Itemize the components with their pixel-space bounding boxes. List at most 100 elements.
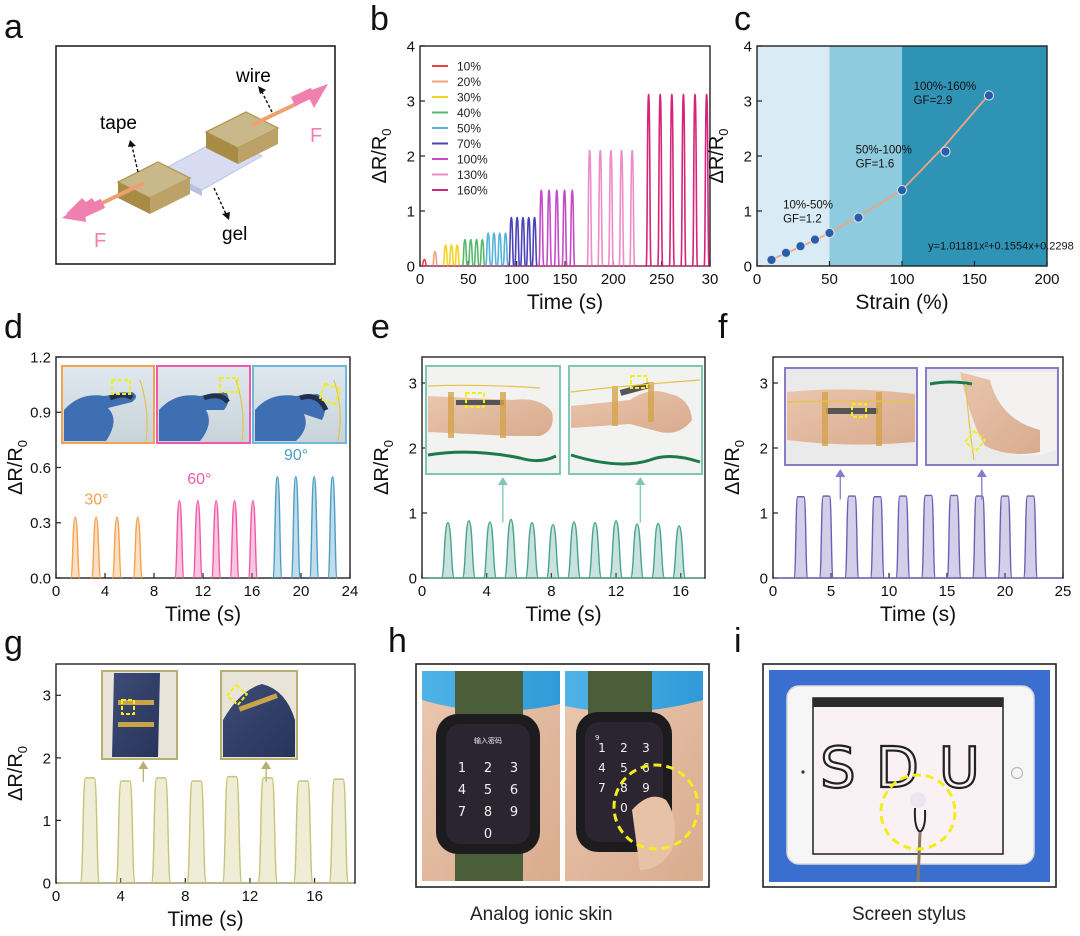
y-tick-label-b: 2 — [407, 148, 415, 165]
watch-keypad-2: 1 2 3 4 5 6 7 8 90 — [598, 741, 650, 815]
y-tick-label-g: 3 — [43, 688, 51, 705]
y-tick-label-b: 3 — [407, 93, 415, 110]
y-tick-label-f: 3 — [760, 375, 768, 392]
legend-label-50%: 50% — [457, 122, 481, 136]
pulse-line-30° — [70, 516, 81, 579]
pulse-10% — [421, 258, 428, 267]
y-tick-label-d: 0.0 — [30, 570, 51, 587]
chart-f: 0 5 10 15 20 25 0 1 2 3 Time (s) ΔR/R0 — [722, 356, 1072, 626]
pulse-line-e — [650, 522, 666, 579]
label-force-right: F — [310, 125, 322, 147]
region-annotation-2: GF=2.9 — [914, 95, 953, 107]
pulse-line-60° — [229, 499, 240, 579]
label-wire: wire — [235, 66, 271, 87]
event-marker-head-f — [976, 469, 987, 477]
pulse-area-30° — [133, 517, 143, 578]
panel-label-h: h — [388, 622, 407, 660]
angle-label-2: 90° — [284, 447, 308, 464]
pulse-line-90° — [272, 476, 283, 579]
keypad-key-5: 5 — [620, 761, 628, 775]
pulse-line-90° — [327, 476, 338, 579]
pulse-area-g — [151, 777, 171, 883]
pulse-area-60° — [193, 500, 203, 578]
panel-label-c: c — [734, 0, 751, 38]
panel-f-photos — [784, 367, 1059, 466]
keypad-key-5: 5 — [484, 783, 492, 798]
legend-label-40%: 40% — [457, 106, 481, 120]
event-marker-head-g — [138, 761, 149, 769]
region-annotation-1: GF=1.6 — [856, 158, 895, 170]
pulse-line-g — [150, 777, 172, 884]
keypad-key-3: 3 — [510, 761, 518, 776]
pulse-line-e — [503, 518, 519, 579]
x-tick-label-f: 10 — [881, 583, 898, 600]
x-axis-label-f: Time (s) — [880, 603, 956, 626]
pulse-line-g — [257, 777, 279, 884]
x-tick-label-f: 15 — [939, 583, 956, 600]
keypad-key-4: 4 — [458, 783, 466, 798]
pulse-line-f — [793, 496, 809, 579]
pulse-area-e — [609, 520, 623, 578]
region-annotation-0: GF=1.2 — [783, 213, 822, 225]
pulse-160% — [680, 93, 687, 267]
pulse-area-e — [441, 522, 455, 578]
pulse-area-f — [947, 495, 961, 578]
legend-label-100%: 100% — [457, 153, 488, 167]
caption-i: Screen stylus — [852, 904, 967, 925]
keypad-key-7: 7 — [598, 781, 606, 795]
pulse-line-g — [221, 775, 243, 884]
pulse-line-f — [844, 495, 860, 579]
knee-photo-2 — [220, 670, 298, 760]
data-point — [795, 241, 806, 252]
pulse-area-f — [870, 496, 885, 578]
y-tick-label-c: 4 — [744, 38, 752, 55]
glove-photo-60 — [156, 365, 251, 444]
x-tick-label-d: 0 — [52, 583, 60, 600]
pulse-area-f — [793, 496, 808, 578]
pulse-line-e — [587, 522, 603, 579]
keypad-key-1: 1 — [458, 761, 466, 776]
x-axis-label-e: Time (s) — [525, 603, 601, 626]
pulse-70% — [525, 216, 532, 267]
x-tick-label-f: 25 — [1055, 583, 1072, 600]
data-point — [896, 185, 908, 196]
keypad-key-6: 6 — [510, 783, 518, 798]
pulse-area-e — [546, 524, 560, 578]
pulse-70% — [513, 216, 521, 267]
pulse-area-f — [819, 496, 834, 578]
legend-label-130%: 130% — [457, 168, 488, 182]
strain-region-0 — [757, 46, 830, 266]
x-tick-label-c: 150 — [962, 271, 987, 288]
knee-photo-1 — [101, 670, 178, 760]
x-axis-label-g: Time (s) — [167, 908, 243, 931]
keypad-key-3: 3 — [642, 741, 650, 755]
pulse-area-30° — [112, 517, 122, 578]
pulse-line-e — [482, 521, 498, 579]
pulse-line-f — [971, 495, 988, 579]
x-tick-label-g: 8 — [181, 888, 189, 905]
y-axis-label-c: ΔR/R0 — [706, 128, 731, 183]
data-point — [766, 254, 777, 266]
chart-c: 0 50 100 150 200 0 1 2 3 4 Strain (%) ΔR/R0 10%-50% G… — [706, 38, 1074, 314]
y-tick-label-d: 0.9 — [30, 405, 51, 422]
pulse-line-f — [1022, 495, 1039, 579]
y-tick-label-f: 1 — [760, 505, 768, 522]
x-tick-label-b: 30 — [702, 271, 719, 288]
y-tick-label-b: 0 — [407, 258, 415, 275]
x-tick-label-b: 250 — [649, 271, 674, 288]
panel-i-photo: SDU — [762, 663, 1057, 888]
keypad-key-2: 2 — [484, 761, 492, 776]
strain-region-2 — [902, 46, 1047, 266]
pulse-area-e — [651, 523, 665, 578]
pulse-130% — [586, 149, 593, 267]
pulse-area-90° — [272, 476, 283, 578]
watch-title-1: 输入密码 — [474, 736, 502, 745]
y-tick-label-g: 2 — [43, 750, 51, 767]
y-tick-label-d: 1.2 — [30, 349, 51, 366]
x-tick-label-c: 200 — [1034, 271, 1059, 288]
panel-a-schematic: wire tape gel F F — [55, 45, 336, 265]
x-tick-label-b: 200 — [601, 271, 626, 288]
x-tick-label-g: 16 — [306, 888, 323, 905]
pulse-area-e — [504, 519, 518, 578]
